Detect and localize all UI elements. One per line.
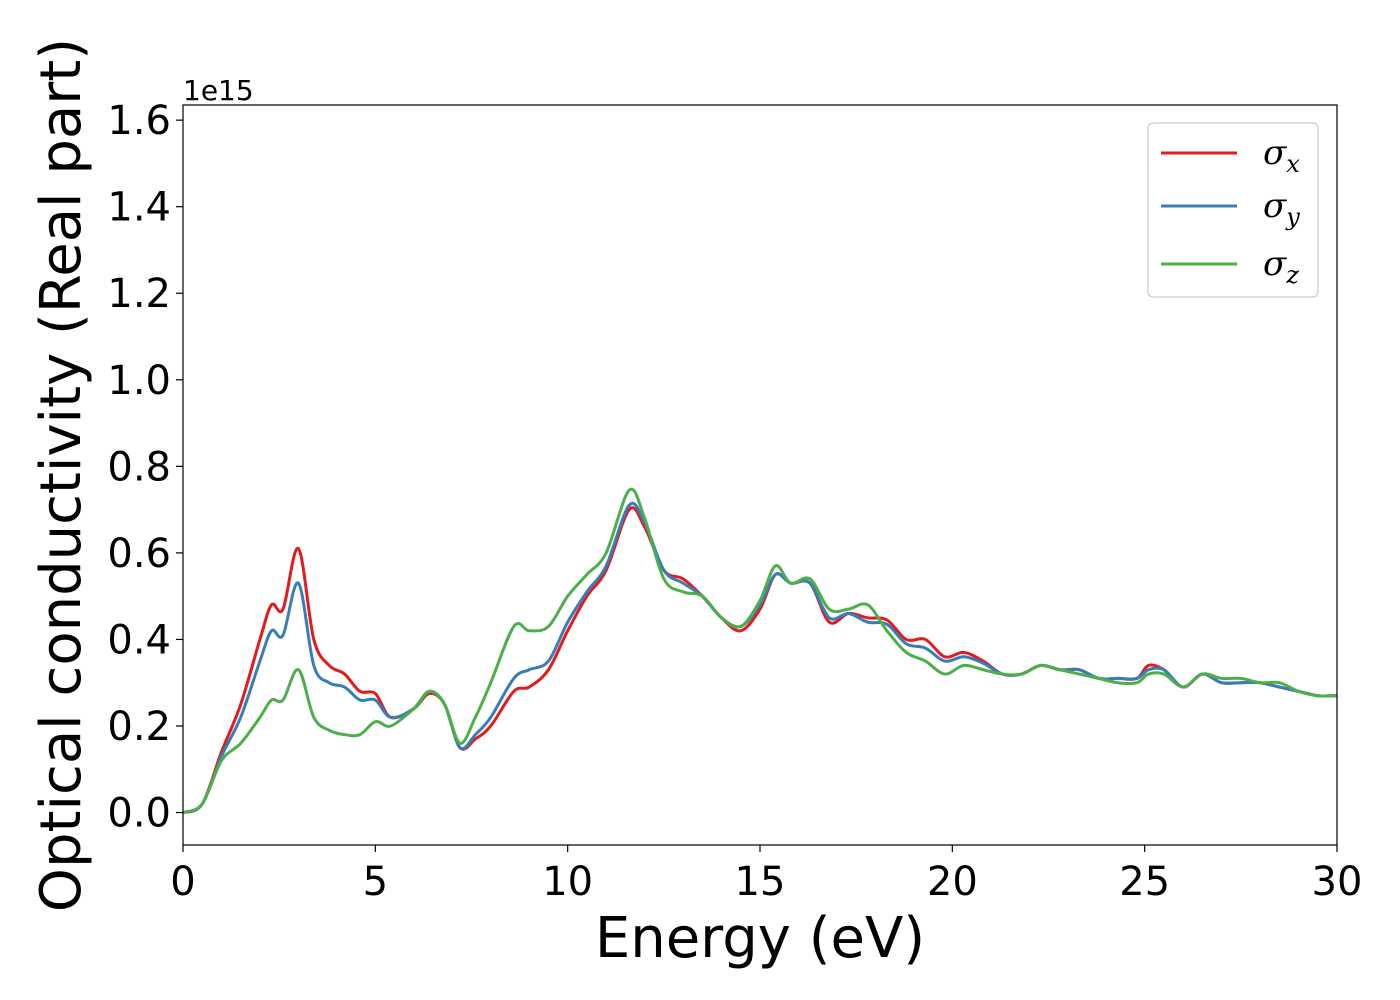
legend-box bbox=[1147, 122, 1319, 298]
x-tick-label: 30 bbox=[1312, 859, 1363, 905]
x-tick-label: 5 bbox=[363, 859, 388, 905]
y-tick-label: 1.4 bbox=[107, 185, 171, 231]
y-tick-label: 1.0 bbox=[107, 358, 171, 404]
legend-label-z: σz bbox=[1263, 244, 1299, 289]
x-axis-title: Energy (eV) bbox=[595, 906, 925, 971]
x-tick-label: 25 bbox=[1119, 859, 1170, 905]
legend: σx σy σz bbox=[1147, 122, 1319, 298]
x-tick-label: 20 bbox=[927, 859, 978, 905]
x-tick-label: 10 bbox=[542, 859, 593, 905]
series-layer bbox=[183, 487, 1337, 815]
y-tick-label: 1.2 bbox=[107, 271, 171, 317]
y-tick-label: 0.2 bbox=[107, 704, 171, 750]
y-tick-label: 0.8 bbox=[107, 444, 171, 490]
series-line-z bbox=[183, 487, 1337, 815]
axes-layer: 0 5 10 15 20 25 30 0.0 0.2 0.4 0.6 0.8 1.0 1.2 1.4 1.6 bbox=[107, 98, 1362, 905]
y-tick-label: 0.0 bbox=[107, 791, 171, 837]
y-tick-label: 0.6 bbox=[107, 531, 171, 577]
legend-label-x: σx bbox=[1263, 133, 1300, 178]
y-axis-title: Optical conductivity (Real part) bbox=[29, 38, 94, 912]
x-tick-label: 15 bbox=[735, 859, 786, 905]
legend-label-y: σy bbox=[1263, 186, 1300, 231]
y-offset-label: 1e15 bbox=[183, 74, 254, 107]
y-tick-label: 1.6 bbox=[107, 98, 171, 144]
y-tick-label: 0.4 bbox=[107, 617, 171, 663]
x-tick-label: 0 bbox=[170, 859, 195, 905]
